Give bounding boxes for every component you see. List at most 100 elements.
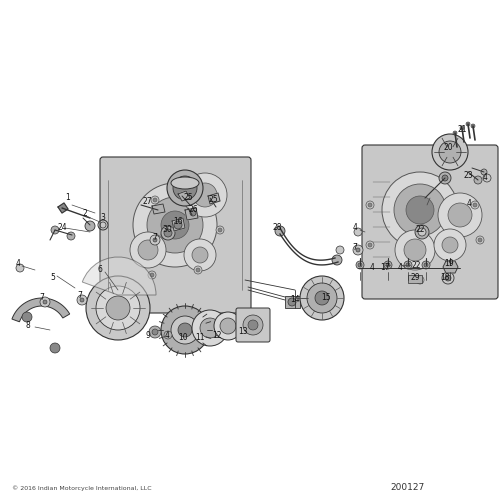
Bar xyxy=(285,296,300,308)
Circle shape xyxy=(353,245,363,255)
FancyBboxPatch shape xyxy=(362,145,498,299)
Circle shape xyxy=(300,276,344,320)
Text: 27: 27 xyxy=(142,198,152,206)
Circle shape xyxy=(200,318,220,338)
Text: 5: 5 xyxy=(50,274,56,282)
Circle shape xyxy=(138,240,158,260)
Wedge shape xyxy=(82,257,156,295)
Text: 6: 6 xyxy=(98,266,102,274)
Circle shape xyxy=(442,237,458,253)
Circle shape xyxy=(478,238,482,242)
Circle shape xyxy=(438,193,482,237)
Circle shape xyxy=(173,176,197,200)
Circle shape xyxy=(96,286,140,330)
Text: 8: 8 xyxy=(26,322,30,330)
Circle shape xyxy=(368,203,372,207)
Circle shape xyxy=(483,174,491,182)
FancyBboxPatch shape xyxy=(236,308,270,342)
Polygon shape xyxy=(443,261,458,273)
Circle shape xyxy=(43,300,47,304)
Circle shape xyxy=(22,312,32,322)
Text: 9: 9 xyxy=(146,332,150,340)
Circle shape xyxy=(192,310,228,346)
Circle shape xyxy=(474,176,482,184)
Circle shape xyxy=(307,283,337,313)
Text: 4: 4 xyxy=(16,260,20,268)
Polygon shape xyxy=(58,203,68,213)
Text: 23: 23 xyxy=(463,170,473,179)
Text: 17: 17 xyxy=(380,264,390,272)
Text: © 2016 Indian Motorcycle International, LLC: © 2016 Indian Motorcycle International, … xyxy=(12,485,151,491)
Text: 7: 7 xyxy=(352,242,358,252)
Circle shape xyxy=(167,170,203,206)
Circle shape xyxy=(395,230,435,270)
Text: 18: 18 xyxy=(440,274,450,282)
Circle shape xyxy=(193,183,217,207)
Circle shape xyxy=(153,238,157,242)
Circle shape xyxy=(442,272,454,284)
Circle shape xyxy=(471,201,479,209)
Circle shape xyxy=(336,246,344,254)
Circle shape xyxy=(288,298,296,306)
Circle shape xyxy=(415,225,429,239)
Text: 25: 25 xyxy=(183,192,193,202)
Circle shape xyxy=(220,318,236,334)
Circle shape xyxy=(174,221,182,229)
Circle shape xyxy=(161,211,189,239)
Circle shape xyxy=(439,172,451,184)
Text: 22: 22 xyxy=(411,260,421,270)
Circle shape xyxy=(161,306,209,354)
Circle shape xyxy=(248,320,258,330)
Circle shape xyxy=(164,331,172,339)
Circle shape xyxy=(422,261,430,269)
Circle shape xyxy=(184,239,216,271)
Text: 26: 26 xyxy=(188,206,198,214)
Circle shape xyxy=(432,134,468,170)
Text: 13: 13 xyxy=(238,328,248,336)
Circle shape xyxy=(384,261,392,269)
Circle shape xyxy=(481,169,487,175)
Circle shape xyxy=(354,228,362,236)
Circle shape xyxy=(466,122,470,126)
Circle shape xyxy=(77,295,87,305)
Text: 19: 19 xyxy=(444,258,454,268)
Circle shape xyxy=(106,296,130,320)
Circle shape xyxy=(332,255,342,265)
Text: 3: 3 xyxy=(100,214,105,222)
Circle shape xyxy=(356,248,360,252)
Circle shape xyxy=(150,273,154,277)
Text: 11: 11 xyxy=(195,334,205,342)
Circle shape xyxy=(448,203,472,227)
Circle shape xyxy=(164,229,172,237)
Circle shape xyxy=(404,239,426,261)
Text: 4: 4 xyxy=(352,222,358,232)
Circle shape xyxy=(453,131,457,135)
Circle shape xyxy=(178,323,192,337)
Circle shape xyxy=(315,291,329,305)
Circle shape xyxy=(406,263,410,267)
FancyBboxPatch shape xyxy=(100,157,251,313)
Circle shape xyxy=(161,226,175,240)
Circle shape xyxy=(394,184,446,236)
Ellipse shape xyxy=(171,177,199,189)
Text: 4: 4 xyxy=(466,198,471,207)
Circle shape xyxy=(471,124,475,128)
Polygon shape xyxy=(172,218,185,231)
Circle shape xyxy=(275,226,285,236)
Text: 14: 14 xyxy=(290,296,300,304)
Circle shape xyxy=(368,243,372,247)
Circle shape xyxy=(416,276,424,284)
Circle shape xyxy=(148,271,156,279)
Circle shape xyxy=(214,312,242,340)
Circle shape xyxy=(149,326,161,338)
Circle shape xyxy=(418,278,422,282)
Circle shape xyxy=(161,231,169,239)
Circle shape xyxy=(446,261,454,269)
Text: 16: 16 xyxy=(173,218,183,226)
Circle shape xyxy=(194,266,202,274)
Circle shape xyxy=(153,198,157,202)
Circle shape xyxy=(130,232,166,268)
Circle shape xyxy=(50,343,60,353)
Circle shape xyxy=(86,276,150,340)
Circle shape xyxy=(216,226,224,234)
